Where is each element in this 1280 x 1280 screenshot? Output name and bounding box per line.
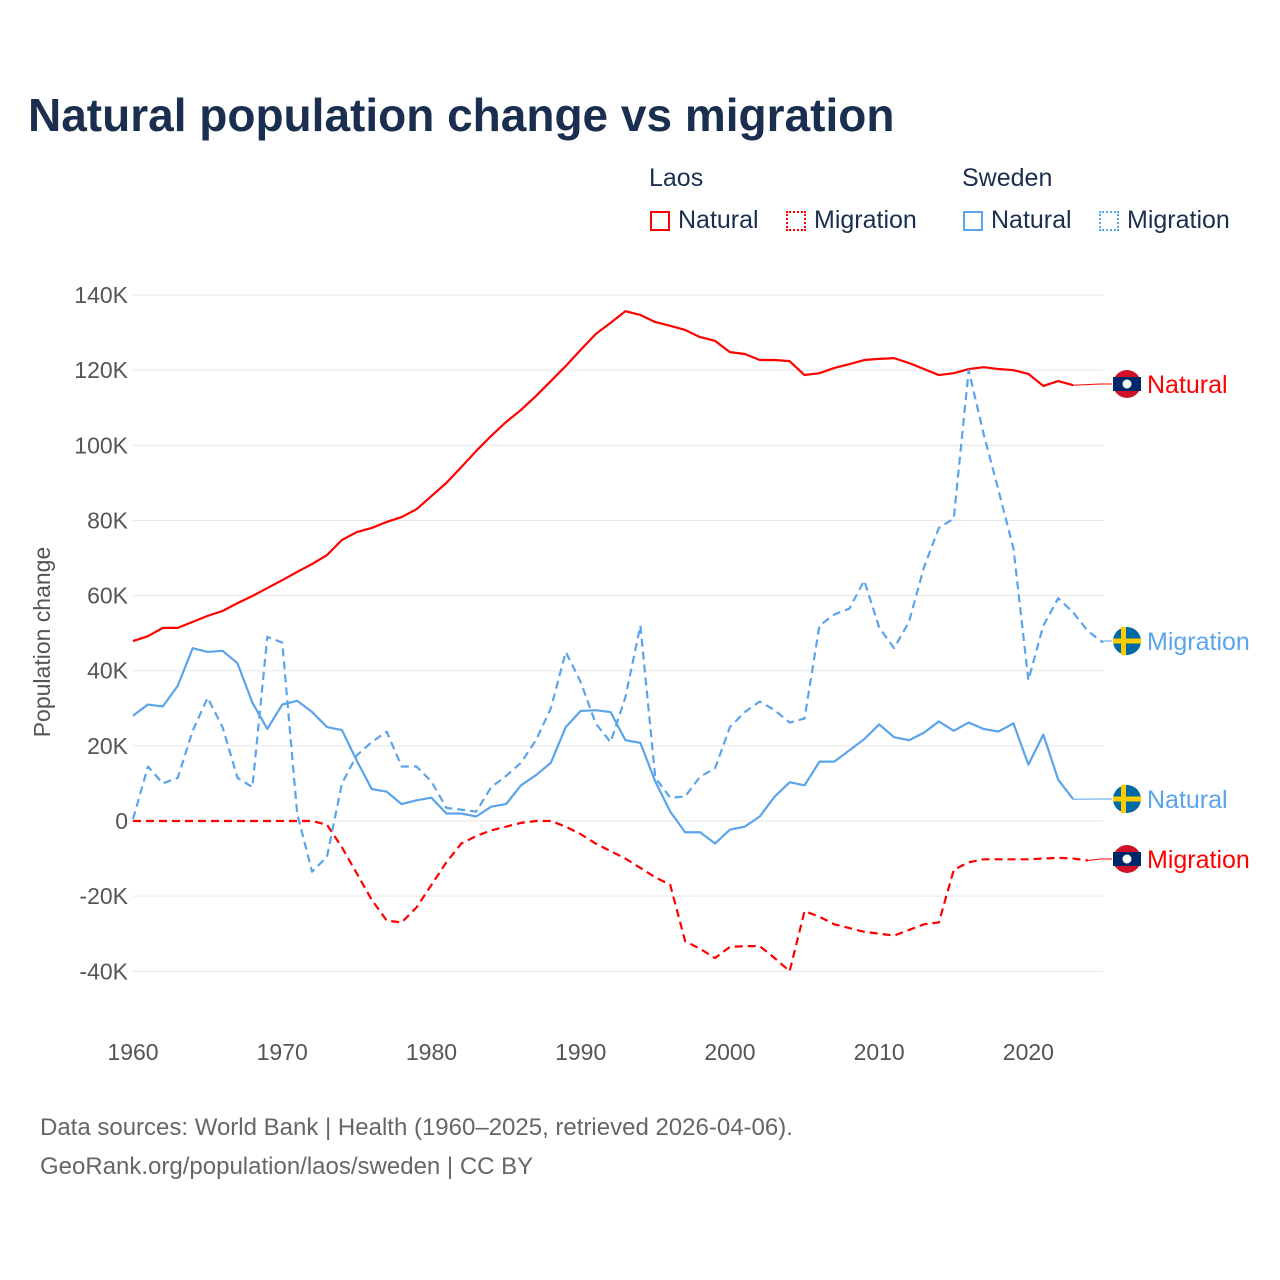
laos-flag-disc — [1122, 379, 1132, 389]
footer-sources: Data sources: World Bank | Health (1960–… — [40, 1114, 793, 1141]
sweden-flag-cross-v — [1121, 785, 1126, 813]
legend-sweden-migration[interactable]: Migration — [1099, 206, 1230, 235]
legend-swatch-solid — [650, 210, 670, 231]
legend-label: Natural — [678, 206, 759, 234]
series-line-sweden-migration — [131, 369, 1104, 873]
y-tick-label: -40K — [79, 958, 128, 984]
series-line-laos-migration — [133, 819, 1089, 973]
sweden-flag-cross-v — [1121, 627, 1126, 655]
y-tick-label: 60K — [87, 583, 129, 609]
series-end-label: Migration — [1147, 846, 1250, 874]
footer: Data sources: World Bank | Health (1960–… — [40, 1108, 793, 1186]
label-connector — [1088, 858, 1112, 861]
x-tick-label: 1980 — [406, 1039, 457, 1065]
series-end-label: Migration — [1147, 628, 1250, 656]
legend-group-laos: Laos — [649, 164, 704, 192]
x-tick-label: 2020 — [1003, 1039, 1054, 1065]
legend-label: Natural — [991, 206, 1072, 234]
legend-group-sweden: Sweden — [962, 164, 1053, 192]
legend-sweden-natural[interactable]: Natural — [963, 206, 1072, 235]
y-tick-label: 20K — [87, 733, 129, 759]
y-tick-label: 0 — [115, 808, 128, 834]
legend-swatch-dotted — [786, 210, 806, 231]
sweden-flag-cross-h — [1113, 638, 1141, 644]
footer-link[interactable]: GeoRank.org/population/laos/sweden | CC … — [40, 1153, 534, 1180]
series-line-laos-natural — [132, 310, 1074, 643]
y-tick-label: -20K — [79, 883, 128, 909]
legend-swatch-dotted — [1099, 210, 1119, 231]
y-tick-label: 100K — [74, 432, 128, 458]
y-tick-label: 140K — [74, 282, 128, 308]
x-tick-label: 2010 — [854, 1039, 905, 1065]
label-connector — [1102, 640, 1112, 643]
series-end-label: Natural — [1147, 371, 1228, 399]
x-tick-label: 1970 — [257, 1039, 308, 1065]
sweden-flag-cross-h — [1113, 796, 1141, 802]
legend-label: Migration — [1127, 206, 1230, 234]
legend-label: Migration — [814, 206, 917, 234]
x-tick-label: 1990 — [555, 1039, 606, 1065]
y-tick-label: 120K — [74, 357, 128, 383]
legend-laos-migration[interactable]: Migration — [786, 206, 917, 235]
x-tick-label: 2000 — [704, 1039, 755, 1065]
y-tick-label: 40K — [87, 658, 129, 684]
label-connector — [1073, 383, 1112, 386]
legend-swatch-solid — [963, 210, 983, 231]
x-tick-label: 1960 — [107, 1039, 158, 1065]
y-axis-label: Population change — [29, 547, 55, 738]
y-tick-label: 80K — [87, 507, 129, 533]
series-line-sweden-natural — [132, 647, 1075, 845]
series-end-label: Natural — [1147, 786, 1228, 814]
legend-laos-natural[interactable]: Natural — [650, 206, 759, 235]
chart-title: Natural population change vs migration — [28, 89, 895, 141]
laos-flag-disc — [1122, 854, 1132, 864]
